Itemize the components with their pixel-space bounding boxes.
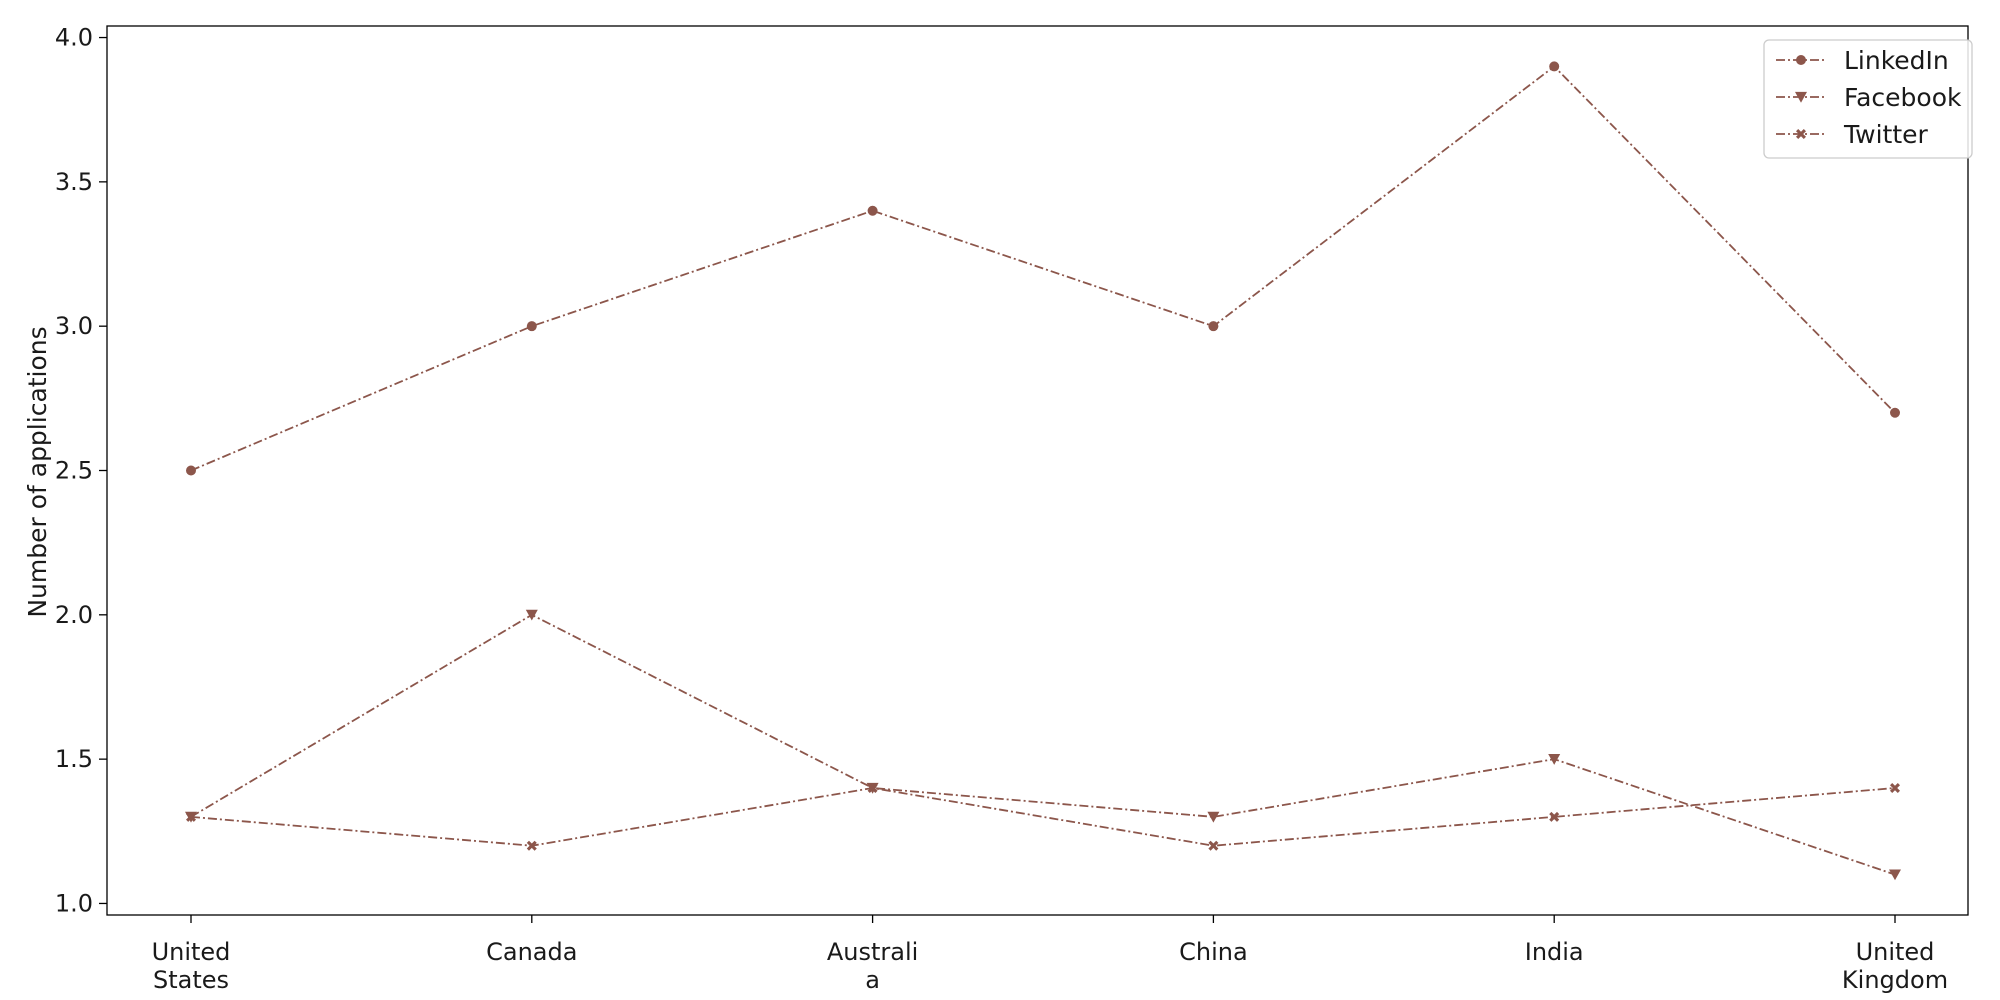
- data-point-twitter: [526, 840, 537, 851]
- x-tick-label: China: [1179, 938, 1248, 966]
- legend-marker: [1795, 91, 1807, 103]
- series-linkedin: [186, 61, 1900, 476]
- legend-marker: [1796, 129, 1806, 139]
- y-tick-label: 1.5: [55, 745, 93, 773]
- series-layer: [185, 61, 1901, 881]
- y-tick-label: 3.5: [55, 168, 93, 196]
- series-line-twitter: [190, 787, 1896, 847]
- data-point-twitter: [867, 783, 878, 793]
- data-point-facebook: [1207, 811, 1220, 823]
- data-point-linkedin: [1890, 407, 1900, 418]
- x-tick-label: United States: [152, 938, 231, 994]
- legend-label: LinkedIn: [1844, 46, 1949, 75]
- plot-frame: [106, 25, 1969, 916]
- legend-label: Twitter: [1843, 120, 1929, 149]
- data-point-linkedin: [1549, 61, 1560, 72]
- data-point-twitter: [1208, 840, 1219, 851]
- data-point-linkedin: [1208, 321, 1219, 332]
- plot-area: [106, 25, 1969, 916]
- data-point-facebook: [1548, 754, 1561, 765]
- x-tick-label: United Kingdom: [1842, 938, 1948, 994]
- data-point-twitter: [186, 811, 196, 822]
- legend-entry-twitter: Twitter: [1776, 120, 1929, 149]
- y-tick-label: 2.0: [55, 601, 93, 629]
- data-point-twitter: [1549, 811, 1560, 822]
- legend-box: [1763, 39, 1973, 159]
- x-axis: United States Canada Australi a China India Uni…: [152, 915, 1948, 994]
- x-tick-label: Canada: [486, 938, 577, 966]
- legend-marker: [1796, 55, 1806, 65]
- series-facebook: [185, 609, 1901, 881]
- data-point-twitter: [1890, 783, 1900, 793]
- data-point-linkedin: [186, 465, 196, 476]
- y-tick-label: 3.0: [55, 312, 93, 340]
- series-line-facebook: [190, 613, 1896, 876]
- x-tick-label: India: [1525, 938, 1584, 966]
- data-point-facebook: [1889, 869, 1901, 881]
- y-tick-label: 4.0: [55, 24, 93, 52]
- y-tick-label: 2.5: [55, 457, 93, 485]
- data-point-linkedin: [526, 321, 537, 332]
- series-line-linkedin: [190, 65, 1896, 472]
- y-axis-title: Number of applications: [23, 326, 52, 617]
- data-point-linkedin: [867, 205, 878, 216]
- series-twitter: [186, 783, 1900, 851]
- x-tick-label: Australi a: [827, 938, 918, 994]
- data-point-facebook: [525, 609, 538, 621]
- y-tick-label: 1.0: [55, 889, 93, 917]
- legend: LinkedIn Facebook Twitter: [1763, 39, 1973, 159]
- legend-entry-facebook: Facebook: [1776, 83, 1962, 112]
- legend-label: Facebook: [1844, 83, 1962, 112]
- y-axis: 1.0 1.5 2.0 2.5 3.0 3.5 4.0: [55, 24, 107, 917]
- legend-entry-linkedin: LinkedIn: [1776, 46, 1949, 75]
